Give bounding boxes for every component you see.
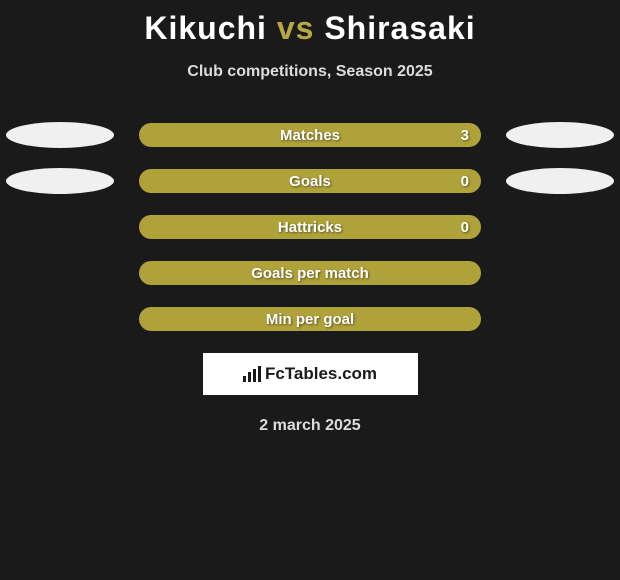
stat-label: Goals per match (251, 265, 369, 282)
stat-value: 0 (461, 219, 469, 236)
stat-row: Min per goal (0, 307, 620, 331)
left-ellipse (6, 168, 114, 194)
stat-row: Goals 0 (0, 169, 620, 193)
stat-bar: Goals per match (139, 261, 481, 285)
page-title: Kikuchi vs Shirasaki (0, 0, 620, 47)
left-ellipse (6, 122, 114, 148)
stat-label: Hattricks (278, 219, 342, 236)
stat-label: Matches (280, 127, 340, 144)
stat-value: 0 (461, 173, 469, 190)
chart-icon (243, 366, 261, 382)
stat-label: Min per goal (266, 311, 354, 328)
title-player-right: Shirasaki (324, 10, 475, 46)
stat-bar: Min per goal (139, 307, 481, 331)
stat-bar: Goals 0 (139, 169, 481, 193)
stat-value: 3 (461, 127, 469, 144)
stat-bar: Matches 3 (139, 123, 481, 147)
stat-row: Hattricks 0 (0, 215, 620, 239)
right-ellipse (506, 122, 614, 148)
title-vs: vs (277, 10, 315, 46)
stats-container: Matches 3 Goals 0 Hattricks 0 Goals per match M… (0, 123, 620, 331)
stat-label: Goals (289, 173, 331, 190)
right-ellipse (506, 168, 614, 194)
stat-bar: Hattricks 0 (139, 215, 481, 239)
title-player-left: Kikuchi (144, 10, 267, 46)
stat-row: Goals per match (0, 261, 620, 285)
subtitle: Club competitions, Season 2025 (0, 63, 620, 81)
stat-row: Matches 3 (0, 123, 620, 147)
date-text: 2 march 2025 (0, 417, 620, 435)
logo-box: FcTables.com (203, 353, 418, 395)
logo-text: FcTables.com (265, 364, 377, 384)
